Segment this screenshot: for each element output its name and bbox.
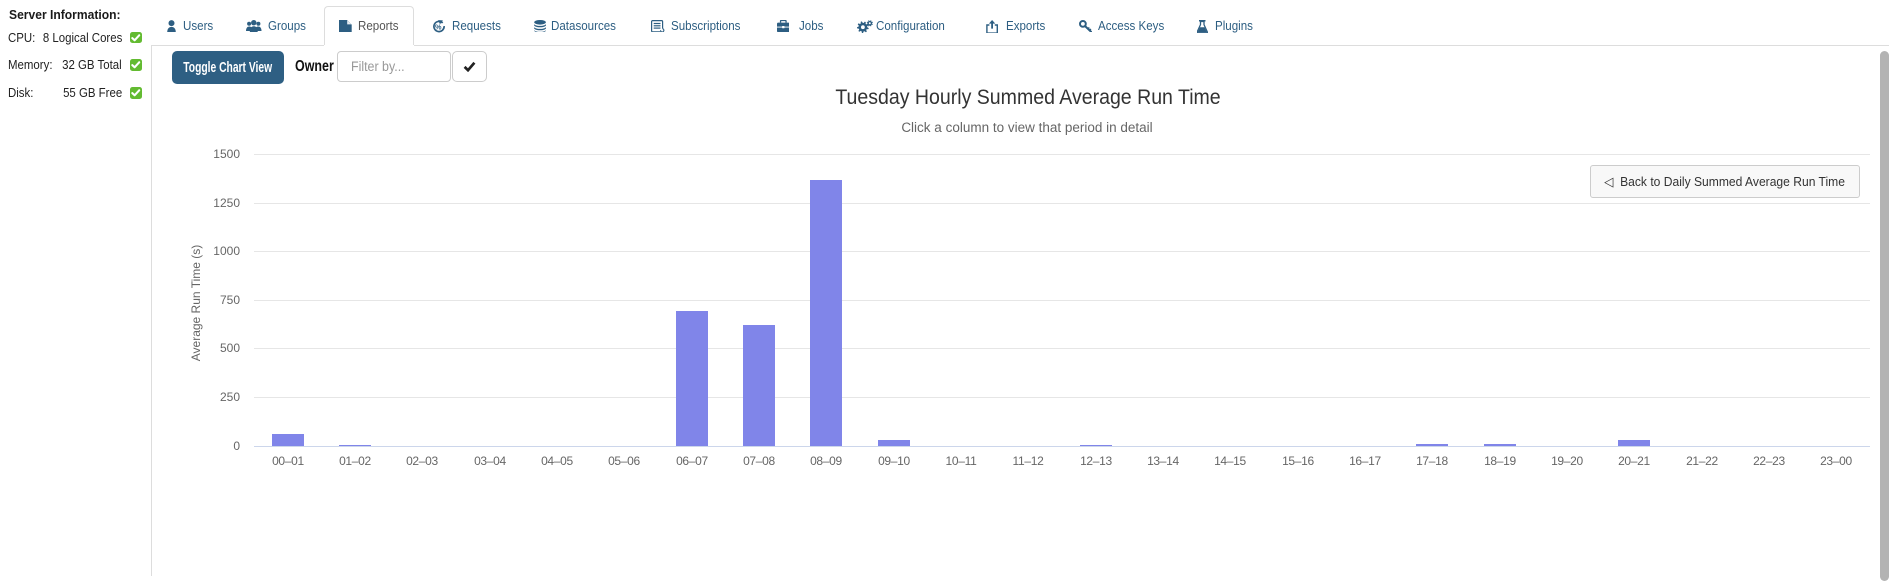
svg-text:%: % [435, 22, 442, 31]
